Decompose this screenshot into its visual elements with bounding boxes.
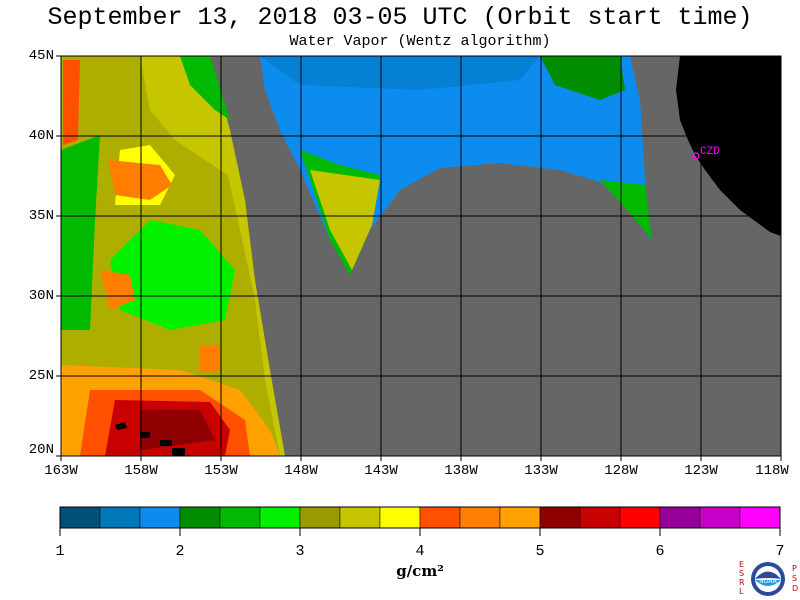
lon-label: 163W: [44, 463, 78, 479]
logo-letter: R: [739, 578, 745, 587]
station-marker: [692, 152, 700, 160]
colorbar-swatch: [739, 506, 781, 529]
colorbar-tick-label: 1: [55, 543, 65, 560]
colorbar-swatches: [59, 506, 781, 529]
lon-label: 148W: [284, 463, 318, 479]
lat-label: 30N: [28, 288, 54, 304]
colorbar-swatch: [419, 506, 461, 529]
lon-label: 123W: [684, 463, 718, 479]
tick-marks: [56, 55, 782, 461]
colorbar-swatch: [299, 506, 341, 529]
lat-label: 35N: [28, 208, 54, 224]
lon-label: 133W: [524, 463, 558, 479]
colorbar-swatch: [659, 506, 701, 529]
logo-letter: L: [739, 587, 744, 596]
station-label: CZD: [700, 146, 720, 158]
logo-letter: S: [792, 574, 798, 583]
colorbar-swatch: [499, 506, 541, 529]
colorbar-swatch: [579, 506, 621, 529]
colorbar-swatch: [699, 506, 741, 529]
logo-letter: S: [739, 569, 745, 578]
colorbar-swatch: [459, 506, 501, 529]
colorbar-swatch: [619, 506, 661, 529]
colorbar-tick-label: 7: [775, 543, 785, 560]
land-mass: [676, 56, 781, 236]
hawaiian-islands: [115, 422, 185, 456]
colorbar-swatch: [179, 506, 221, 529]
colorbar-swatch: [259, 506, 301, 529]
colorbar-tick-label: 6: [655, 543, 665, 560]
map-subtitle: Water Vapor (Wentz algorithm): [289, 33, 551, 50]
colorbar-tick-label: 5: [535, 543, 545, 560]
colorbar-swatch: [59, 506, 101, 529]
map-title: September 13, 2018 03-05 UTC (Orbit star…: [47, 3, 753, 32]
lon-label: 153W: [204, 463, 238, 479]
lon-label: 138W: [444, 463, 478, 479]
lat-label: 25N: [28, 368, 54, 384]
lon-label: 143W: [364, 463, 398, 479]
lat-label: 20N: [28, 442, 54, 458]
colorbar-unit: g/cm²: [396, 562, 444, 580]
colorbar-tick-label: 4: [415, 543, 425, 560]
noaa-logo: NOAA E S R L P S D: [736, 558, 800, 600]
colorbar-swatch: [99, 506, 141, 529]
noaa-seal: NOAA: [751, 562, 785, 596]
colorbar-swatch: [339, 506, 381, 529]
lon-label: 158W: [124, 463, 158, 479]
colorbar-swatch: [379, 506, 421, 529]
colorbar-tick-label: 2: [175, 543, 185, 560]
lat-label: 45N: [28, 48, 54, 64]
colorbar-swatch: [539, 506, 581, 529]
gridlines: [60, 55, 782, 457]
logo-letter: D: [792, 584, 799, 593]
colorbar-tick-label: 3: [295, 543, 305, 560]
svg-text:NOAA: NOAA: [759, 578, 777, 585]
lon-label: 118W: [755, 463, 789, 479]
colorbar-swatch: [139, 506, 181, 529]
lon-label: 128W: [604, 463, 638, 479]
logo-letter: P: [792, 564, 797, 573]
logo-letter: E: [739, 560, 745, 569]
colorbar-swatch: [219, 506, 261, 529]
northern-dry-field: [260, 56, 652, 275]
lat-label: 40N: [28, 128, 54, 144]
